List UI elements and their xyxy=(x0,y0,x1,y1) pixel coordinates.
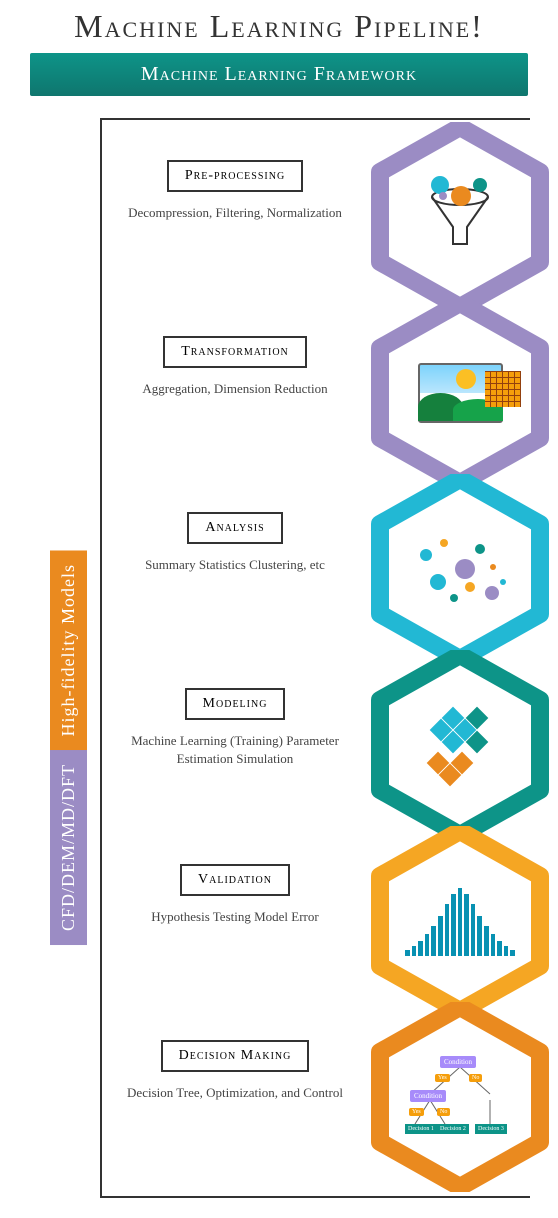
side-labels: High-fidelity Models CFD/DEM/MD/DFT xyxy=(50,550,87,946)
stage-title: Validation xyxy=(180,864,290,896)
stage-desc: Decision Tree, Optimization, and Control xyxy=(120,1084,350,1102)
stage-title: Pre-processing xyxy=(167,160,303,192)
stage-title: Analysis xyxy=(187,512,282,544)
landscape-icon xyxy=(418,363,503,423)
stages-container: Pre-processing Decompression, Filtering,… xyxy=(100,130,530,1186)
stage-desc: Summary Statistics Clustering, etc xyxy=(120,556,350,574)
decision-tree-icon: Condition Yes No Condition Yes No Decisi… xyxy=(405,1052,515,1142)
stage-analysis: Analysis Summary Statistics Clustering, … xyxy=(100,482,530,658)
side-label-methods: CFD/DEM/MD/DFT xyxy=(50,750,87,945)
main-title: Machine Learning Pipeline! xyxy=(0,0,558,49)
stage-title: Transformation xyxy=(163,336,307,368)
framework-bar: Machine Learning Framework xyxy=(30,53,528,96)
stage-decision-making: Decision Making Decision Tree, Optimizat… xyxy=(100,1010,530,1186)
scatter-icon xyxy=(405,524,515,614)
stage-modeling: Modeling Machine Learning (Training) Par… xyxy=(100,658,530,834)
stage-validation: Validation Hypothesis Testing Model Erro… xyxy=(100,834,530,1010)
stage-title: Modeling xyxy=(185,688,286,720)
histogram-icon xyxy=(405,886,515,956)
stage-title: Decision Making xyxy=(161,1040,310,1072)
stage-desc: Aggregation, Dimension Reduction xyxy=(120,380,350,398)
tiles-icon xyxy=(415,705,505,785)
stage-desc: Machine Learning (Training) Parameter Es… xyxy=(120,732,350,768)
stage-desc: Decompression, Filtering, Normalization xyxy=(120,204,350,222)
stage-transformation: Transformation Aggregation, Dimension Re… xyxy=(100,306,530,482)
stage-pre-processing: Pre-processing Decompression, Filtering,… xyxy=(100,130,530,306)
funnel-icon xyxy=(425,182,495,252)
side-label-models: High-fidelity Models xyxy=(50,550,87,750)
stage-desc: Hypothesis Testing Model Error xyxy=(120,908,350,926)
